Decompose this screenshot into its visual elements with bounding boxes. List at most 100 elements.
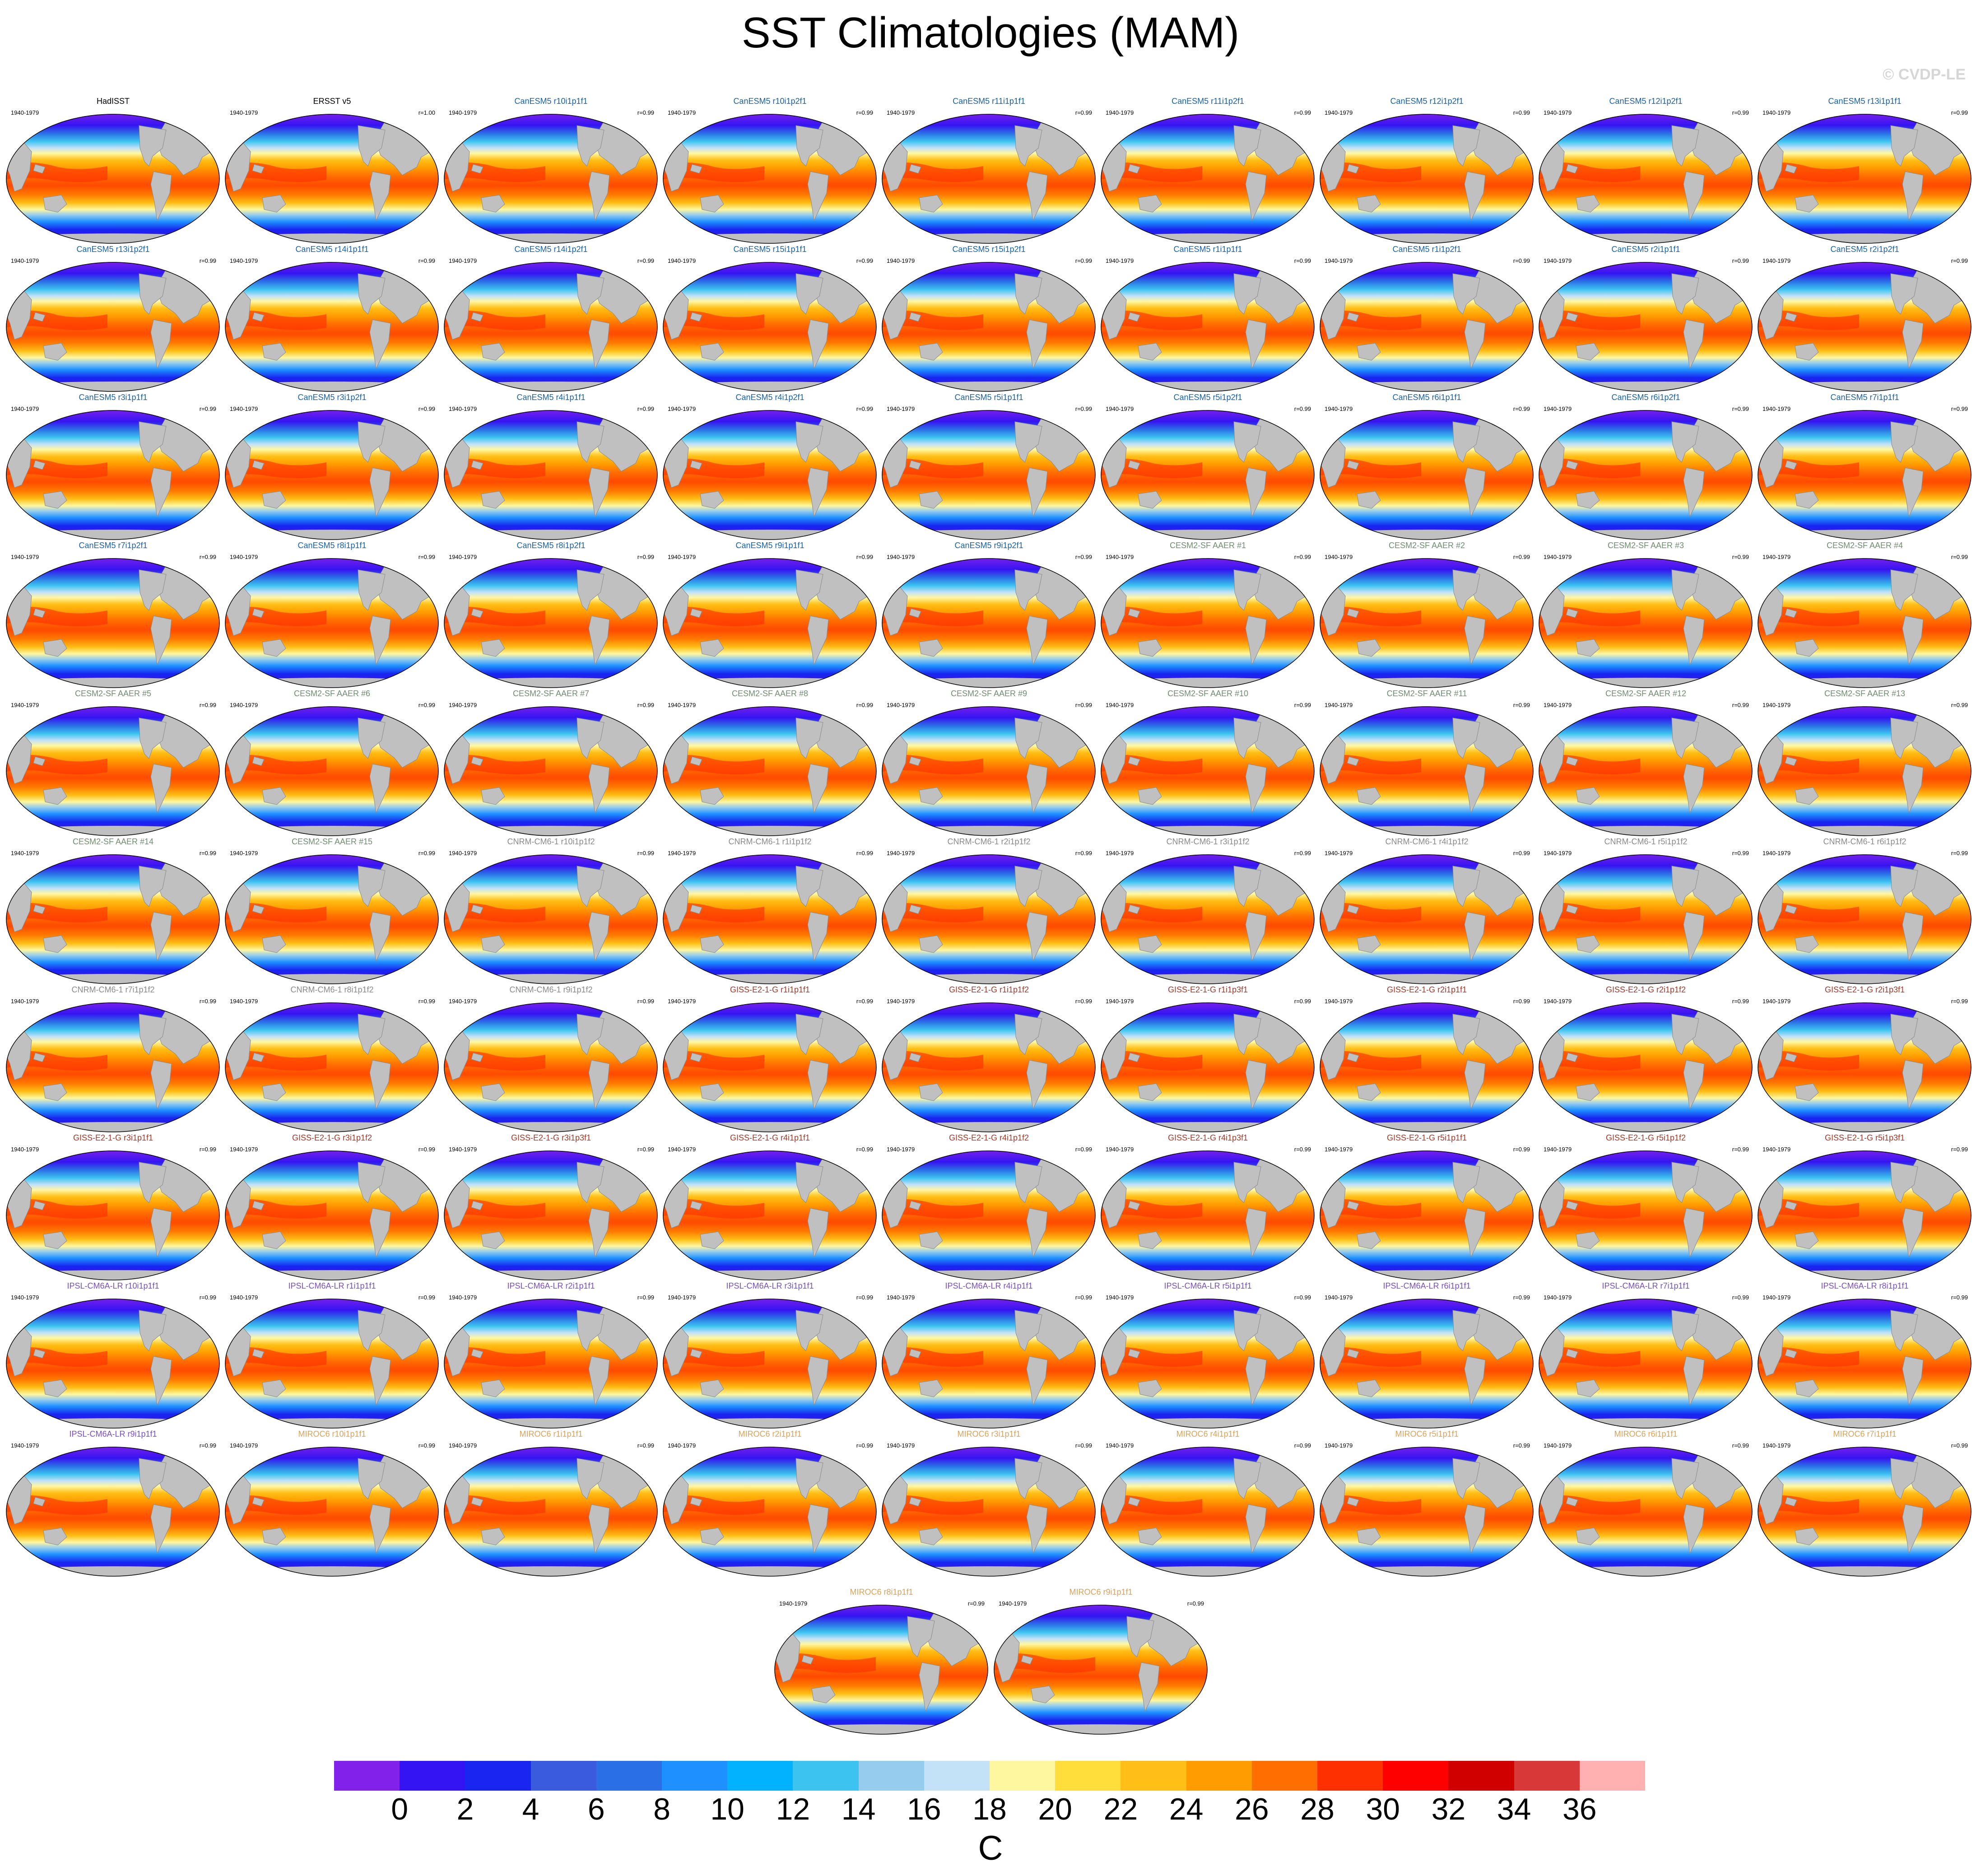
sst-map <box>4 1001 223 1134</box>
sst-map <box>1755 112 1974 246</box>
sst-field <box>442 852 660 986</box>
panel-correlation: r=0.99 <box>856 109 873 116</box>
map-panel: CESM2-SF AAER #11 1940-1979 r=0.99 <box>1317 689 1536 838</box>
sst-map <box>1536 1001 1755 1134</box>
map-panel: CESM2-SF AAER #3 1940-1979 r=0.99 <box>1536 541 1755 690</box>
sst-field <box>4 260 223 394</box>
panel-correlation: r=0.99 <box>199 554 216 560</box>
map-panel: GISS-E2-1-G r4i1p1f1 1940-1979 r=0.99 <box>660 1133 879 1282</box>
panel-correlation: r=0.99 <box>1075 702 1092 708</box>
map-panel: MIROC6 r2i1p1f1 1940-1979 r=0.99 <box>660 1429 879 1578</box>
sst-map <box>223 1297 442 1430</box>
sst-map <box>4 704 223 838</box>
panel-correlation: r=0.99 <box>1075 1442 1092 1449</box>
map-panel: MIROC6 r6i1p1f1 1940-1979 r=0.99 <box>1536 1429 1755 1578</box>
panel-title: CanESM5 r15i1p2f1 <box>952 245 1026 254</box>
panel-title: GISS-E2-1-G r4i1p1f2 <box>949 1133 1029 1142</box>
panel-title: CESM2-SF AAER #3 <box>1607 541 1684 550</box>
map-panel: CanESM5 r11i1p2f1 1940-1979 r=0.99 <box>1098 97 1317 246</box>
panel-years: 1940-1979 <box>1325 998 1353 1005</box>
panel-correlation: r=0.99 <box>1732 1294 1749 1301</box>
panel-years: 1940-1979 <box>1762 1294 1791 1301</box>
panel-correlation: r=0.99 <box>1294 1442 1311 1449</box>
sst-map <box>223 556 442 690</box>
colorbar-tick-label: 28 <box>1300 1792 1335 1826</box>
panel-title: GISS-E2-1-G r1i1p3f1 <box>1167 985 1248 994</box>
panel-years: 1940-1979 <box>1106 850 1134 857</box>
panel-correlation: r=0.99 <box>199 405 216 412</box>
panel-years: 1940-1979 <box>1106 257 1134 264</box>
sst-field <box>1317 556 1536 690</box>
map-panel: CanESM5 r13i1p2f1 1940-1979 r=0.99 <box>4 245 223 394</box>
panel-years: 1940-1979 <box>1325 405 1353 412</box>
panel-title: CanESM5 r9i1p2f1 <box>954 541 1023 550</box>
map-panel: IPSL-CM6A-LR r5i1p1f1 1940-1979 r=0.99 <box>1098 1281 1317 1430</box>
sst-field <box>1536 1297 1755 1430</box>
sst-map <box>1536 260 1755 394</box>
sst-field <box>660 1445 879 1578</box>
sst-map <box>1536 1297 1755 1430</box>
panel-years: 1940-1979 <box>11 850 39 857</box>
sst-map <box>991 1603 1210 1736</box>
panel-correlation: r=0.99 <box>637 109 654 116</box>
sst-field <box>442 1445 660 1578</box>
colorbar-tick-label: 36 <box>1562 1792 1597 1826</box>
panel-years: 1940-1979 <box>11 998 39 1005</box>
map-panel: CESM2-SF AAER #1 1940-1979 r=0.99 <box>1098 541 1317 690</box>
map-panel: CanESM5 r13i1p1f1 1940-1979 r=0.99 <box>1755 97 1974 246</box>
panel-years: 1940-1979 <box>230 1442 258 1449</box>
sst-field <box>442 704 660 838</box>
panel-correlation: r=0.99 <box>418 850 435 857</box>
panel-years: 1940-1979 <box>1106 554 1134 560</box>
sst-field <box>1755 1445 1974 1578</box>
sst-map <box>1098 1297 1317 1430</box>
sst-field <box>879 1297 1098 1430</box>
panel-title: CESM2-SF AAER #11 <box>1386 689 1467 698</box>
panel-correlation: r=0.99 <box>1951 1294 1968 1301</box>
panel-title: CNRM-CM6-1 r8i1p1f2 <box>290 985 374 994</box>
sst-field <box>1536 556 1755 690</box>
map-panel: CESM2-SF AAER #5 1940-1979 r=0.99 <box>4 689 223 838</box>
colorbar <box>334 1761 1646 1791</box>
panel-correlation: r=1.00 <box>418 109 435 116</box>
panel-correlation: r=0.99 <box>1951 1442 1968 1449</box>
panel-years: 1940-1979 <box>1106 405 1134 412</box>
panel-correlation: r=0.99 <box>1075 257 1092 264</box>
panel-years: 1940-1979 <box>449 850 477 857</box>
sst-map <box>772 1603 991 1736</box>
map-panel: GISS-E2-1-G r5i1p1f2 1940-1979 r=0.99 <box>1536 1133 1755 1282</box>
sst-map <box>1317 1001 1536 1134</box>
panel-correlation: r=0.99 <box>1951 257 1968 264</box>
sst-field <box>1755 556 1974 690</box>
sst-field <box>1536 1149 1755 1282</box>
colorbar-tick-label: 6 <box>587 1792 605 1826</box>
panel-title: CanESM5 r3i1p2f1 <box>298 393 367 402</box>
map-panel-grid: HadISST 1940-1979 ERSST v5 1940-1979 r=1.00 C… <box>0 97 1981 1716</box>
panel-correlation: r=0.99 <box>637 850 654 857</box>
map-panel: CanESM5 r2i1p2f1 1940-1979 r=0.99 <box>1755 245 1974 394</box>
colorbar-tick-label: 30 <box>1366 1792 1400 1826</box>
sst-map <box>660 556 879 690</box>
map-panel: MIROC6 r5i1p1f1 1940-1979 r=0.99 <box>1317 1429 1536 1578</box>
sst-field <box>1098 556 1317 690</box>
sst-map <box>1755 1297 1974 1430</box>
watermark: © CVDP-LE <box>1883 66 1966 83</box>
sst-field <box>223 704 442 838</box>
map-panel: GISS-E2-1-G r5i1p1f1 1940-1979 r=0.99 <box>1317 1133 1536 1282</box>
panel-correlation: r=0.99 <box>856 1146 873 1153</box>
sst-map <box>442 704 660 838</box>
map-panel: CanESM5 r14i1p1f1 1940-1979 r=0.99 <box>223 245 442 394</box>
sst-map <box>4 556 223 690</box>
map-panel: GISS-E2-1-G r2i1p1f1 1940-1979 r=0.99 <box>1317 985 1536 1134</box>
map-panel: IPSL-CM6A-LR r2i1p1f1 1940-1979 r=0.99 <box>442 1281 660 1430</box>
panel-title: CanESM5 r11i1p2f1 <box>1172 97 1244 106</box>
map-panel: CanESM5 r9i1p1f1 1940-1979 r=0.99 <box>660 541 879 690</box>
panel-title: CNRM-CM6-1 r4i1p1f2 <box>1385 837 1469 846</box>
sst-field <box>1317 260 1536 394</box>
map-panel: CanESM5 r4i1p1f1 1940-1979 r=0.99 <box>442 393 660 542</box>
map-panel: CNRM-CM6-1 r8i1p1f2 1940-1979 r=0.99 <box>223 985 442 1134</box>
panel-years: 1940-1979 <box>230 1146 258 1153</box>
map-panel: MIROC6 r10i1p1f1 1940-1979 r=0.99 <box>223 1429 442 1578</box>
panel-correlation: r=0.99 <box>1951 554 1968 560</box>
panel-correlation: r=0.99 <box>1075 554 1092 560</box>
